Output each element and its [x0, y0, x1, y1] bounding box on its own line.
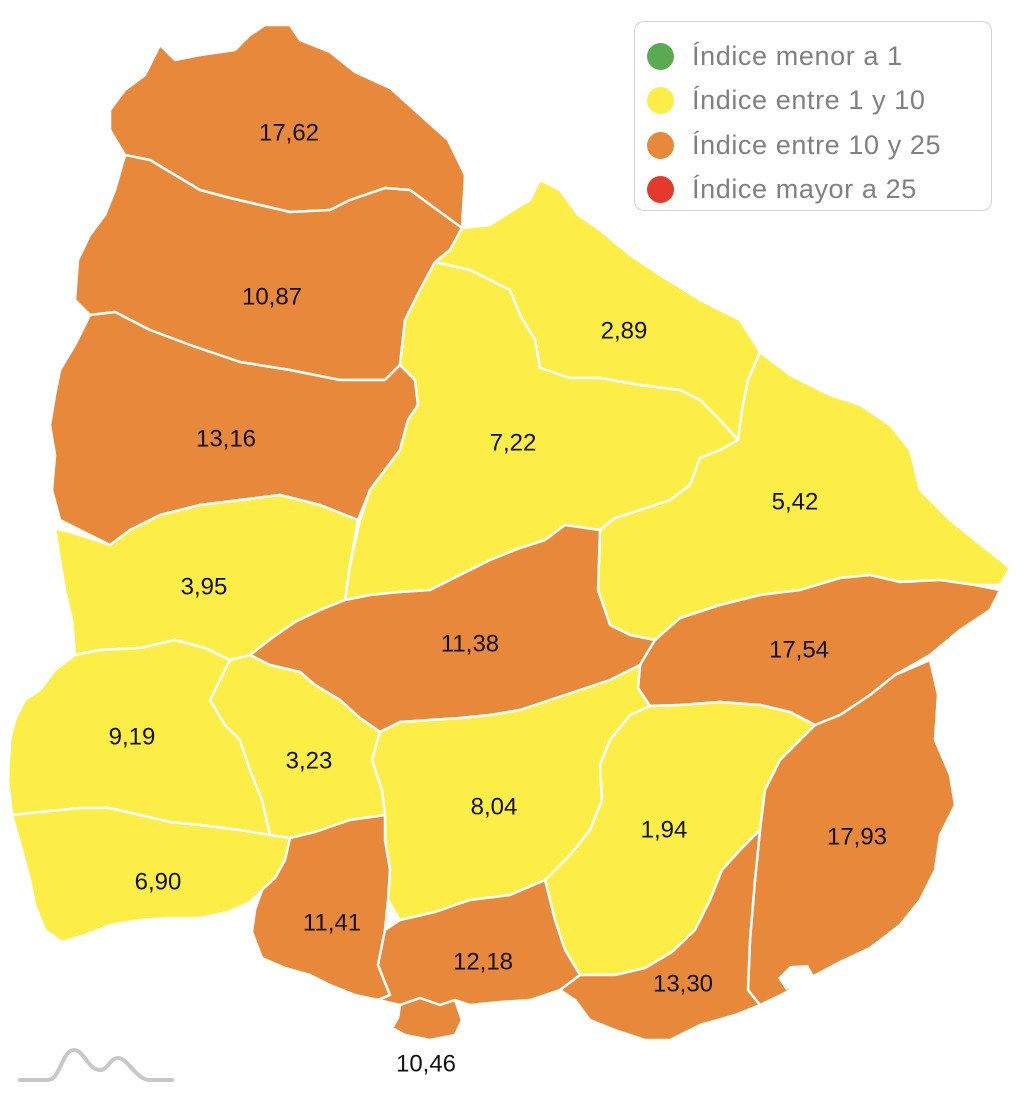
legend-swatch-orange — [647, 131, 674, 159]
legend-label: Índice menor a 1 — [692, 40, 903, 71]
value-label-r10: 9,19 — [109, 723, 156, 750]
value-label-r7: 3,95 — [181, 573, 228, 600]
value-label-r13: 1,94 — [641, 816, 688, 843]
value-label-r11: 3,23 — [286, 747, 333, 774]
legend-item[interactable]: Índice entre 1 y 10 — [647, 79, 991, 124]
value-label-r19: 10,46 — [396, 1050, 456, 1077]
value-label-r2: 10,87 — [242, 283, 302, 310]
value-label-r12: 8,04 — [471, 793, 518, 820]
region-r16[interactable] — [250, 813, 392, 1002]
value-label-r4: 2,89 — [601, 317, 648, 344]
legend-swatch-yellow — [647, 87, 674, 115]
legend-swatch-green — [647, 42, 674, 70]
legend-item[interactable]: Índice mayor a 25 — [647, 168, 991, 213]
value-label-r5: 7,22 — [490, 429, 537, 456]
legend-label: Índice mayor a 25 — [692, 174, 917, 205]
region-r18[interactable] — [558, 828, 762, 1042]
value-label-r8: 11,38 — [441, 630, 499, 657]
value-label-r18: 13,30 — [653, 970, 713, 997]
legend-item[interactable]: Índice entre 10 y 25 — [647, 123, 991, 168]
value-label-r3: 13,16 — [196, 425, 256, 452]
legend-label: Índice entre 1 y 10 — [692, 85, 926, 116]
value-label-r15: 6,90 — [135, 868, 182, 895]
legend-item[interactable]: Índice menor a 1 — [647, 34, 991, 79]
legend-label: Índice entre 10 y 25 — [692, 129, 942, 160]
value-label-r1: 17,62 — [259, 119, 319, 146]
mountain-logo-icon — [18, 1048, 174, 1082]
value-label-r9: 17,54 — [769, 636, 829, 663]
value-label-r14: 17,93 — [827, 823, 887, 850]
map-legend: Índice menor a 1 Índice entre 1 y 10 Índ… — [634, 21, 992, 211]
value-label-r17: 12,18 — [453, 948, 513, 975]
region-r15[interactable] — [10, 806, 292, 944]
region-r17[interactable] — [376, 878, 582, 1007]
region-r19[interactable] — [390, 996, 464, 1042]
value-label-r16: 11,41 — [303, 909, 361, 936]
legend-swatch-red — [647, 176, 674, 204]
bay-cutout — [778, 965, 815, 990]
value-label-r6: 5,42 — [772, 488, 819, 515]
